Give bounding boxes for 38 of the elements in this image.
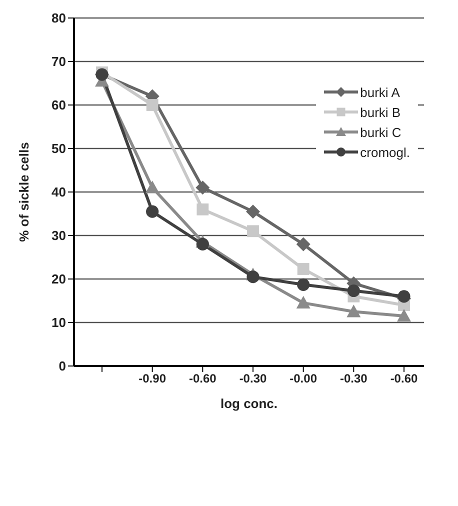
legend-label: burki C	[360, 124, 402, 140]
legend-label: cromogl.	[360, 144, 410, 160]
legend-label: burki A	[360, 84, 400, 100]
point	[146, 205, 159, 218]
y-tick-label: 60	[52, 98, 66, 113]
legend-label: burki B	[360, 104, 401, 120]
point	[347, 284, 360, 298]
x-tick-label: -0.00	[290, 372, 318, 386]
x-tick-label: -0.30	[340, 372, 368, 386]
point	[398, 290, 410, 303]
point	[397, 308, 411, 322]
point	[196, 203, 209, 216]
y-tick-label: 20	[52, 272, 66, 287]
y-tick-label: 0	[58, 358, 66, 374]
x-axis-title: log conc.	[220, 396, 278, 411]
x-tick-label: -0.60	[188, 372, 217, 386]
y-tick-label: 40	[52, 184, 66, 200]
x-tick-label: -0.60	[390, 372, 418, 386]
y-axis-title: % of sickle cells	[16, 142, 32, 242]
y-tick-label: 70	[52, 54, 66, 70]
point	[346, 304, 361, 318]
point	[297, 263, 310, 275]
point	[297, 278, 310, 291]
point	[296, 237, 310, 252]
point	[196, 238, 209, 250]
x-tick-label: -0.30	[239, 372, 267, 386]
point	[296, 296, 310, 309]
point	[145, 180, 160, 194]
y-tick-label: 50	[52, 141, 66, 156]
x-tick-label: -0.90	[138, 372, 166, 386]
point	[196, 180, 210, 195]
point	[246, 270, 260, 284]
point	[247, 225, 259, 238]
point	[146, 99, 158, 111]
y-tick-label: 80	[52, 10, 66, 26]
y-tick-label: 10	[52, 315, 66, 330]
y-tick-label: 30	[52, 228, 66, 244]
point	[246, 204, 260, 219]
